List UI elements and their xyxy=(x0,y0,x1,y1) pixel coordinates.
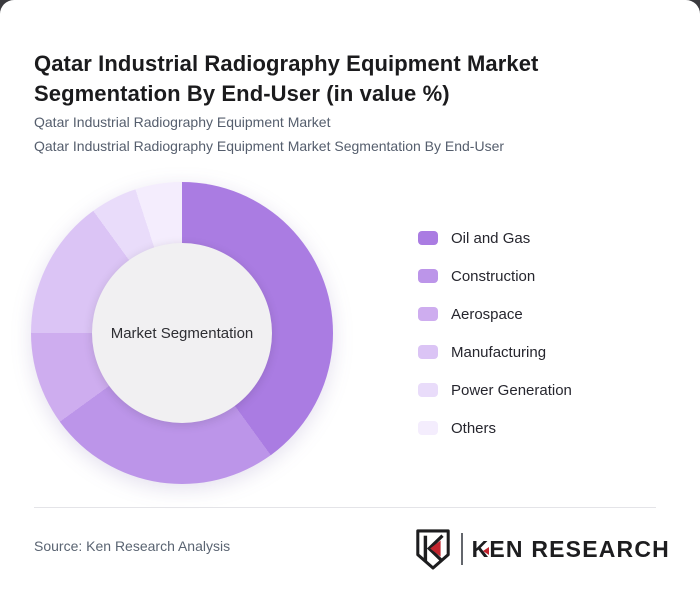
chart-subtitle-market: Qatar Industrial Radiography Equipment M… xyxy=(34,114,331,130)
legend-swatch xyxy=(418,345,438,359)
chart-subtitles: Qatar Industrial Radiography Equipment M… xyxy=(34,110,504,158)
legend-swatch xyxy=(418,383,438,397)
legend-item: Power Generation xyxy=(418,371,572,409)
chart-title: Qatar Industrial Radiography Equipment M… xyxy=(34,50,539,106)
legend-item-label: Power Generation xyxy=(451,381,572,399)
ken-research-logo: KEN RESEARCH xyxy=(414,528,670,570)
ken-shield-icon xyxy=(415,529,450,570)
legend-item-label: Construction xyxy=(451,267,536,285)
donut-center: Market Segmentation xyxy=(92,243,272,423)
legend: Oil and Gas Construction Aerospace Manuf… xyxy=(418,219,572,447)
legend-item: Others xyxy=(418,409,572,447)
legend-item-label: Oil and Gas xyxy=(451,229,531,247)
logo-k-letter: K xyxy=(471,535,490,562)
logo-wordmark: KEN RESEARCH xyxy=(472,536,670,563)
legend-item: Oil and Gas xyxy=(418,219,572,257)
donut-chart: Market Segmentation xyxy=(31,182,333,484)
legend-item-label: Others xyxy=(451,419,497,437)
chart-subtitle-segmentation: Qatar Industrial Radiography Equipment M… xyxy=(34,138,505,154)
footer-divider xyxy=(34,507,656,508)
source-note: Source: Ken Research Analysis xyxy=(34,538,231,554)
legend-item-label: Aerospace xyxy=(451,305,523,323)
legend-swatch xyxy=(418,231,438,245)
legend-item: Manufacturing xyxy=(418,333,572,371)
legend-swatch xyxy=(418,269,438,283)
legend-item-label: Manufacturing xyxy=(451,343,547,361)
legend-item: Aerospace xyxy=(418,295,572,333)
legend-item: Construction xyxy=(418,257,572,295)
logo-separator xyxy=(460,533,463,565)
logo-rest-letters: EN RESEARCH xyxy=(489,535,670,562)
legend-swatch xyxy=(418,421,438,435)
donut-center-label: Market Segmentation xyxy=(110,324,254,342)
legend-swatch xyxy=(418,307,438,321)
